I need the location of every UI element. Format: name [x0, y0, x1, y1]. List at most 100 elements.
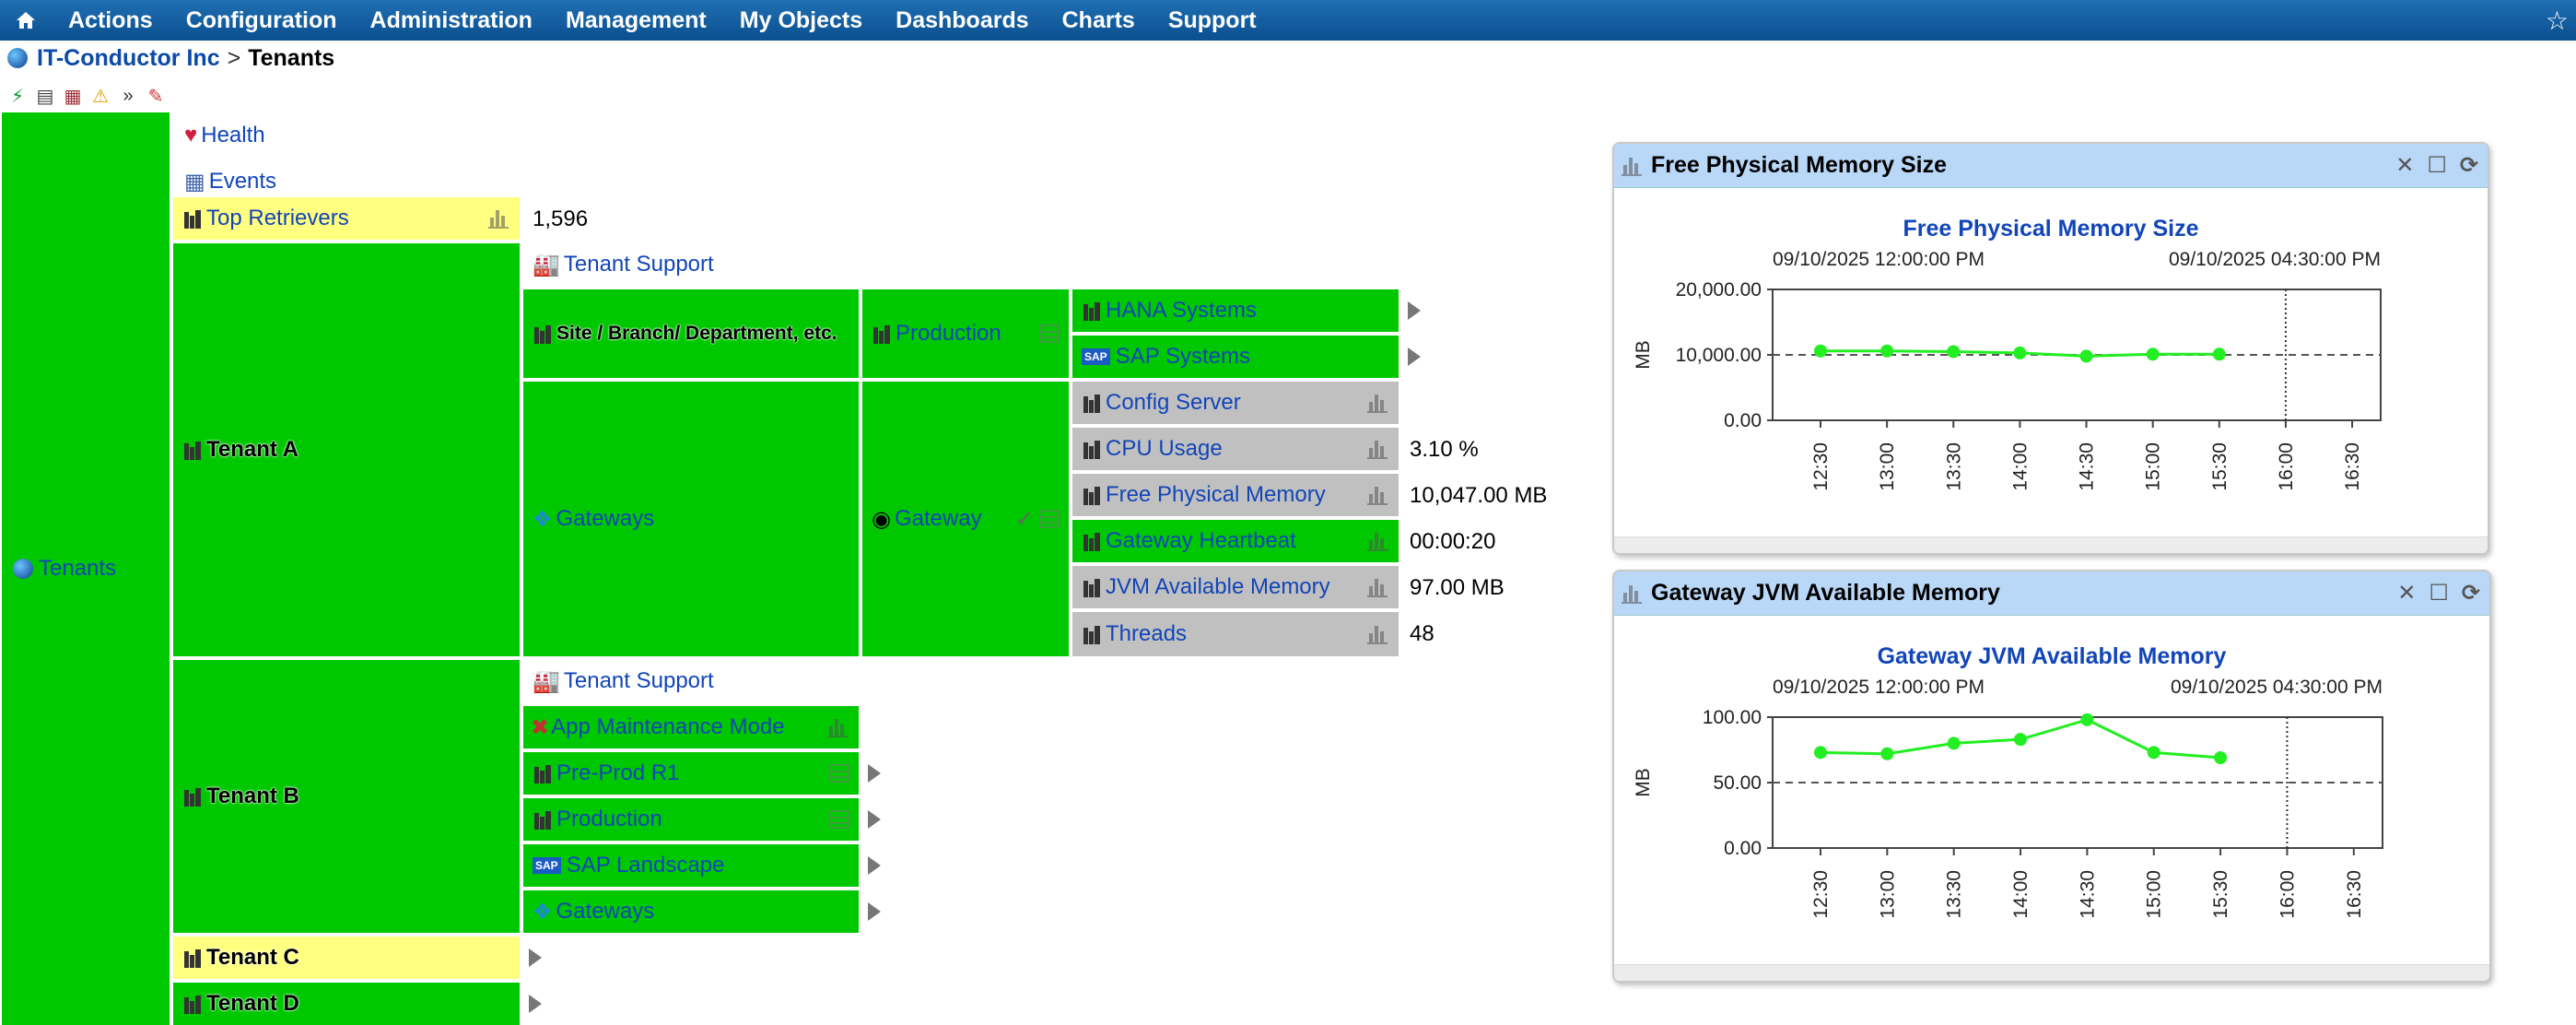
metric-heartbeat-link[interactable]: Gateway Heartbeat — [1106, 528, 1296, 553]
chart-icon[interactable] — [1367, 531, 1388, 551]
menu-configuration[interactable]: Configuration — [185, 7, 337, 33]
gateways-b-link[interactable]: Gateways — [556, 899, 655, 924]
sap-systems-cell[interactable]: SAP SAP Systems — [1072, 336, 1399, 378]
tenant-a-support-cell[interactable]: 🏭 Tenant Support — [523, 243, 892, 286]
home-icon[interactable] — [0, 0, 52, 41]
metric-free-memory-link[interactable]: Free Physical Memory — [1106, 482, 1326, 507]
chart-icon[interactable] — [1367, 577, 1388, 597]
expand-arrow-icon[interactable] — [1408, 348, 1421, 366]
metric-config-server-cell[interactable]: Config Server — [1072, 382, 1399, 424]
metric-free-memory-cell[interactable]: Free Physical Memory — [1072, 474, 1399, 516]
panel-header[interactable]: Free Physical Memory Size ✕ ☐ ⟳ — [1614, 144, 2488, 188]
tenant-b-support-link[interactable]: Tenant Support — [563, 668, 714, 693]
maximize-icon[interactable]: ☐ — [2429, 581, 2449, 606]
grid-icon[interactable] — [829, 764, 849, 783]
metric-config-server-link[interactable]: Config Server — [1106, 390, 1241, 415]
preprod-link[interactable]: Pre-Prod R1 — [556, 760, 680, 785]
gateway-cell[interactable]: ◉ Gateway ✓ — [862, 382, 1069, 656]
refresh-icon[interactable]: ⟳ — [2461, 581, 2480, 606]
events-link[interactable]: Events — [208, 169, 277, 194]
menu-dashboards[interactable]: Dashboards — [896, 7, 1029, 33]
menu-management[interactable]: Management — [565, 7, 707, 33]
breadcrumb-parent-link[interactable]: IT-Conductor Inc — [37, 44, 220, 71]
app-maintenance-link[interactable]: App Maintenance Mode — [551, 714, 785, 739]
metric-jvm-memory-cell[interactable]: JVM Available Memory — [1072, 566, 1399, 608]
menu-actions[interactable]: Actions — [68, 7, 153, 33]
refresh-icon[interactable]: ⟳ — [2459, 153, 2478, 178]
expand-arrow-icon[interactable] — [868, 764, 881, 783]
top-retrievers-cell[interactable]: Top Retrievers — [173, 197, 520, 240]
tenant-d-label[interactable]: Tenant D — [206, 991, 299, 1016]
chart-icon[interactable] — [1367, 485, 1388, 505]
expand-arrow-icon[interactable] — [868, 856, 881, 875]
top-retrievers-link[interactable]: Top Retrievers — [206, 206, 349, 230]
check-icon[interactable]: ✓ — [1014, 506, 1034, 532]
gateways-a-cell[interactable]: ❖ Gateways — [523, 382, 859, 656]
sap-systems-link[interactable]: SAP Systems — [1115, 344, 1250, 369]
tenant-a-support-link[interactable]: Tenant Support — [563, 252, 714, 277]
production-a-cell[interactable]: Production — [862, 289, 1069, 378]
chart-icon[interactable] — [488, 208, 509, 229]
production-b-cell[interactable]: Production — [523, 798, 859, 841]
metric-cpu-usage-link[interactable]: CPU Usage — [1106, 436, 1223, 461]
refresh-icon[interactable]: ⚡ — [10, 86, 25, 107]
pin-icon[interactable]: ✎ — [147, 86, 164, 107]
menu-administration[interactable]: Administration — [369, 7, 533, 33]
expand-arrow-icon[interactable] — [868, 902, 881, 921]
grid-icon[interactable] — [1039, 324, 1060, 343]
tenant-c-label[interactable]: Tenant C — [206, 945, 299, 970]
grid-icon[interactable] — [1039, 510, 1060, 528]
tenant-b-label[interactable]: Tenant B — [206, 783, 299, 808]
tenant-c-cell[interactable]: Tenant C — [173, 937, 520, 979]
gateway-link[interactable]: Gateway — [894, 506, 982, 531]
chart-icon[interactable] — [1367, 393, 1388, 413]
hana-systems-link[interactable]: HANA Systems — [1106, 298, 1258, 323]
grid-icon[interactable] — [829, 810, 849, 829]
favorite-star-icon[interactable]: ☆ — [2545, 6, 2569, 35]
tenant-b-cell[interactable]: Tenant B — [173, 660, 520, 933]
menu-my-objects[interactable]: My Objects — [739, 7, 863, 33]
sap-landscape-cell[interactable]: SAP SAP Landscape — [523, 844, 859, 887]
panel-header[interactable]: Gateway JVM Available Memory ✕ ☐ ⟳ — [1614, 571, 2489, 616]
tenants-root-label[interactable]: Tenants — [39, 556, 117, 581]
alert-icon[interactable]: ⚠ — [92, 86, 109, 107]
menu-support[interactable]: Support — [1167, 7, 1257, 33]
tree-view-icon[interactable]: ▤ — [36, 86, 54, 107]
tenants-root-cell[interactable]: Tenants — [2, 112, 171, 1025]
close-icon[interactable]: ✕ — [2395, 153, 2415, 178]
production-a-link[interactable]: Production — [896, 321, 1001, 346]
metric-cpu-usage-cell[interactable]: CPU Usage — [1072, 428, 1399, 470]
site-label[interactable]: Site / Branch/ Department, etc. — [556, 323, 837, 344]
events-cell[interactable]: ▦ Events — [173, 159, 523, 205]
hana-systems-cell[interactable]: HANA Systems — [1072, 289, 1399, 332]
production-b-link[interactable]: Production — [556, 807, 662, 831]
hierarchy-icon[interactable]: ▦ — [64, 86, 82, 107]
expand-icon[interactable]: » — [123, 85, 134, 106]
menu-charts[interactable]: Charts — [1061, 7, 1135, 33]
preprod-cell[interactable]: Pre-Prod R1 — [523, 752, 859, 795]
close-icon[interactable]: ✕ — [2397, 581, 2417, 606]
app-maintenance-cell[interactable]: ✖ App Maintenance Mode — [523, 706, 859, 748]
site-cell[interactable]: Site / Branch/ Department, etc. — [523, 289, 859, 378]
expand-arrow-icon[interactable] — [868, 810, 881, 829]
metric-jvm-memory-link[interactable]: JVM Available Memory — [1106, 574, 1330, 599]
tenant-a-label[interactable]: Tenant A — [206, 437, 299, 462]
health-link[interactable]: Health — [201, 123, 265, 147]
metric-threads-link[interactable]: Threads — [1106, 621, 1188, 646]
tenant-b-support-cell[interactable]: 🏭 Tenant Support — [523, 660, 892, 702]
maximize-icon[interactable]: ☐ — [2427, 153, 2447, 178]
chart-icon[interactable] — [1367, 624, 1388, 644]
expand-arrow-icon[interactable] — [1408, 301, 1421, 320]
gateways-b-cell[interactable]: ❖ Gateways — [523, 890, 859, 933]
metric-threads-cell[interactable]: Threads — [1072, 612, 1399, 656]
gateways-a-link[interactable]: Gateways — [556, 506, 655, 531]
tenant-a-cell[interactable]: Tenant A — [173, 243, 520, 656]
metric-heartbeat-cell[interactable]: Gateway Heartbeat — [1072, 520, 1399, 562]
chart-icon[interactable] — [827, 717, 848, 737]
expand-arrow-icon[interactable] — [529, 995, 542, 1013]
health-cell[interactable]: ♥ Health — [173, 112, 523, 159]
chart-icon[interactable] — [1367, 439, 1388, 459]
expand-arrow-icon[interactable] — [529, 948, 542, 967]
sap-landscape-link[interactable]: SAP Landscape — [566, 853, 725, 878]
tenant-d-cell[interactable]: Tenant D — [173, 983, 520, 1025]
